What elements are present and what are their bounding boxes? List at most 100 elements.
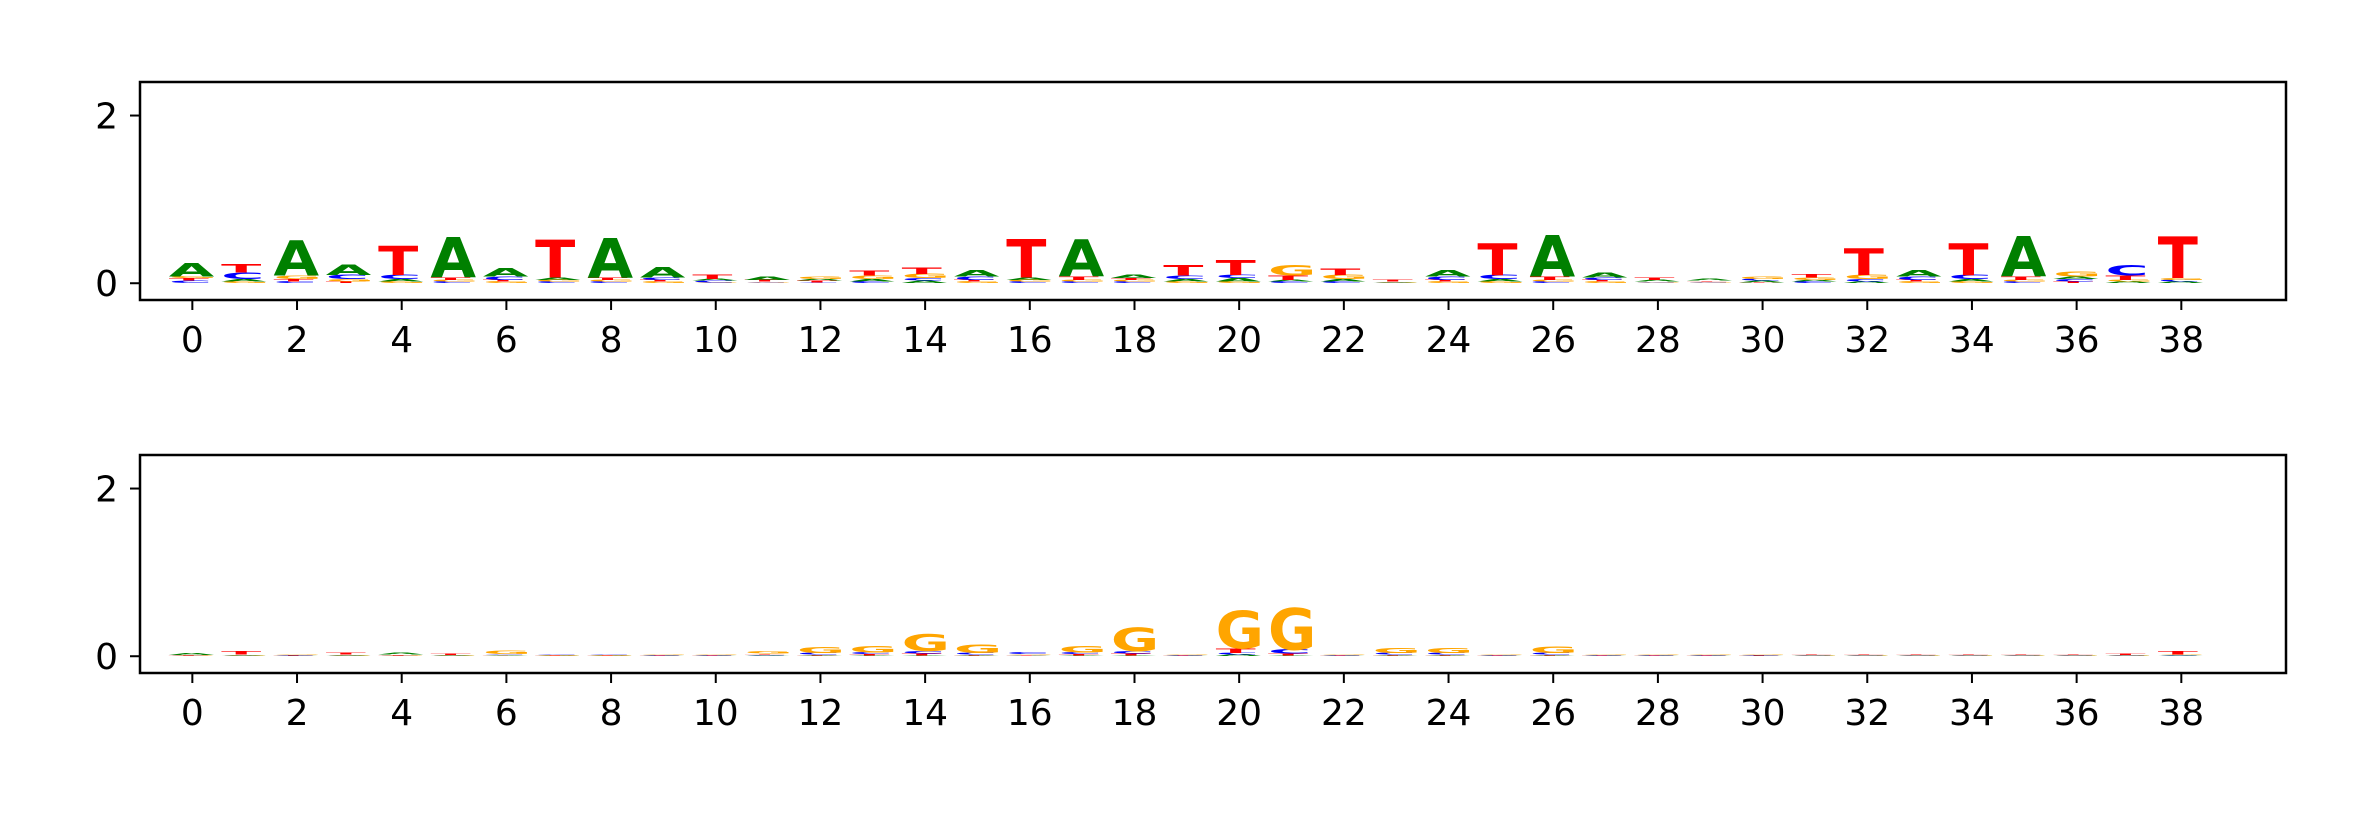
logo-letter-A: A — [954, 655, 1001, 656]
logo-letter-C: C — [1844, 278, 1887, 282]
logo-letter-A: A — [273, 656, 320, 657]
y-tick-label: 0 — [95, 264, 118, 305]
logo-letter-A: A — [1216, 277, 1263, 282]
logo-letter-G: G — [483, 281, 531, 284]
logo-letter-C: C — [1373, 283, 1416, 284]
x-tick-label: 20 — [1216, 693, 1262, 734]
logo-letter-G: G — [1163, 654, 1211, 655]
logo-letter-G: G — [2105, 279, 2153, 282]
logo-letter-C: C — [588, 281, 631, 284]
logo-letter-T: T — [431, 653, 472, 655]
logo-letter-C: C — [483, 276, 526, 281]
x-tick-label: 22 — [1321, 693, 1367, 734]
logo-letter-T: T — [1582, 279, 1623, 282]
logo-letter-A: A — [326, 262, 372, 278]
logo-letter-A: A — [1844, 281, 1891, 284]
logo-letter-A: A — [1320, 278, 1367, 282]
logo-letter-G: G — [1687, 281, 1735, 282]
logo-letter-A: A — [535, 277, 582, 281]
logo-letter-T: T — [1948, 654, 1989, 655]
logo-letter-T: T — [1320, 655, 1361, 656]
logo-letter-C: C — [1582, 277, 1625, 281]
logo-letter-G: G — [1791, 277, 1839, 281]
logo-letter-C: C — [326, 656, 369, 657]
logo-letter-G: G — [1373, 646, 1421, 654]
x-tick-label: 4 — [390, 320, 413, 361]
logo-letter-T: T — [797, 280, 838, 283]
logo-letter-G: G — [1739, 654, 1787, 655]
x-tick-label: 30 — [1740, 693, 1786, 734]
logo-letter-C: C — [1425, 652, 1468, 655]
logo-letter-A: A — [1582, 271, 1628, 279]
logo-letter-G: G — [378, 281, 426, 284]
logo-letter-T: T — [2158, 650, 2199, 655]
logo-letter-T: T — [378, 654, 419, 655]
x-tick-label: 6 — [495, 320, 518, 361]
logo-letter-T: T — [1634, 277, 1675, 281]
logo-letter-T: T — [1163, 655, 1204, 656]
x-tick-label: 10 — [693, 693, 739, 734]
logo-letter-C: C — [954, 276, 997, 281]
logo-letter-A: A — [273, 231, 319, 287]
logo-letter-A: A — [378, 652, 425, 655]
logo-letter-G: G — [1739, 276, 1787, 280]
logo-letter-C: C — [378, 274, 421, 281]
logo-letter-G: G — [483, 650, 531, 655]
logo-letter-A: A — [1634, 279, 1681, 282]
logo-letter-C: C — [1844, 655, 1887, 656]
x-tick-label: 34 — [1949, 693, 1995, 734]
logo-letter-G: G — [1582, 654, 1630, 655]
logo-letter-A: A — [902, 655, 949, 656]
logo-letter-G: G — [1425, 646, 1473, 654]
x-tick-label: 10 — [693, 320, 739, 361]
logo-letter-A: A — [745, 276, 792, 281]
logo-letter-G: G — [221, 281, 269, 284]
logo-letter-A: A — [2158, 655, 2205, 656]
logo-letter-T: T — [1739, 282, 1780, 283]
logo-letter-A: A — [1739, 656, 1786, 657]
logo-letter-A: A — [1896, 268, 1942, 279]
logo-letter-T: T — [1530, 654, 1571, 655]
logo-letter-A: A — [1896, 656, 1943, 657]
logo-letter-G: G — [1320, 274, 1368, 281]
logo-letter-T: T — [1477, 655, 1518, 656]
logo-letter-A: A — [169, 653, 216, 656]
logo-letter-A: A — [483, 655, 530, 656]
logo-letter-A: A — [1268, 655, 1315, 656]
logo-letter-T: T — [640, 655, 681, 656]
logo-letter-C: C — [1582, 655, 1625, 656]
logo-letter-C: C — [2158, 279, 2201, 282]
logo-letter-A: A — [2001, 226, 2047, 290]
x-tick-label: 20 — [1216, 320, 1262, 361]
logo-letter-T: T — [954, 279, 995, 282]
logo-letter-C: C — [326, 274, 369, 281]
x-tick-label: 2 — [286, 693, 309, 734]
logo-letter-T: T — [1425, 279, 1466, 282]
logo-letter-G: G — [1530, 644, 1578, 655]
logo-letter-A: A — [2053, 276, 2100, 280]
x-tick-label: 24 — [1426, 693, 1472, 734]
logo-letter-T: T — [745, 653, 786, 654]
y-tick-label: 2 — [95, 97, 118, 138]
logo-letter-C: C — [1634, 282, 1677, 283]
logo-letter-A: A — [849, 278, 896, 282]
logo-letter-T: T — [1006, 229, 1046, 290]
logo-letters: CGTACGATACTGCGATCGTACGATTACGATGCATGCATCG… — [169, 596, 2206, 663]
logo-letter-A: A — [1948, 656, 1995, 657]
logo-letter-G: G — [692, 654, 740, 655]
logo-letter-A: A — [221, 654, 268, 655]
logo-letter-C: C — [1111, 281, 1154, 284]
logo-letter-G: G — [1425, 281, 1473, 284]
logo-letter-G: G — [1844, 274, 1892, 281]
x-tick-label: 6 — [495, 693, 518, 734]
logo-letter-C: C — [221, 656, 264, 657]
logo-letter-G: G — [1687, 654, 1735, 655]
logo-letter-C: C — [273, 281, 316, 284]
logo-letter-C: C — [1059, 281, 1102, 284]
logo-letter-T: T — [1844, 654, 1885, 655]
x-tick-label: 26 — [1530, 320, 1576, 361]
logo-letter-A: A — [1530, 655, 1577, 656]
logo-letter-C: C — [1425, 276, 1468, 281]
logo-letter-T: T — [1320, 266, 1361, 277]
